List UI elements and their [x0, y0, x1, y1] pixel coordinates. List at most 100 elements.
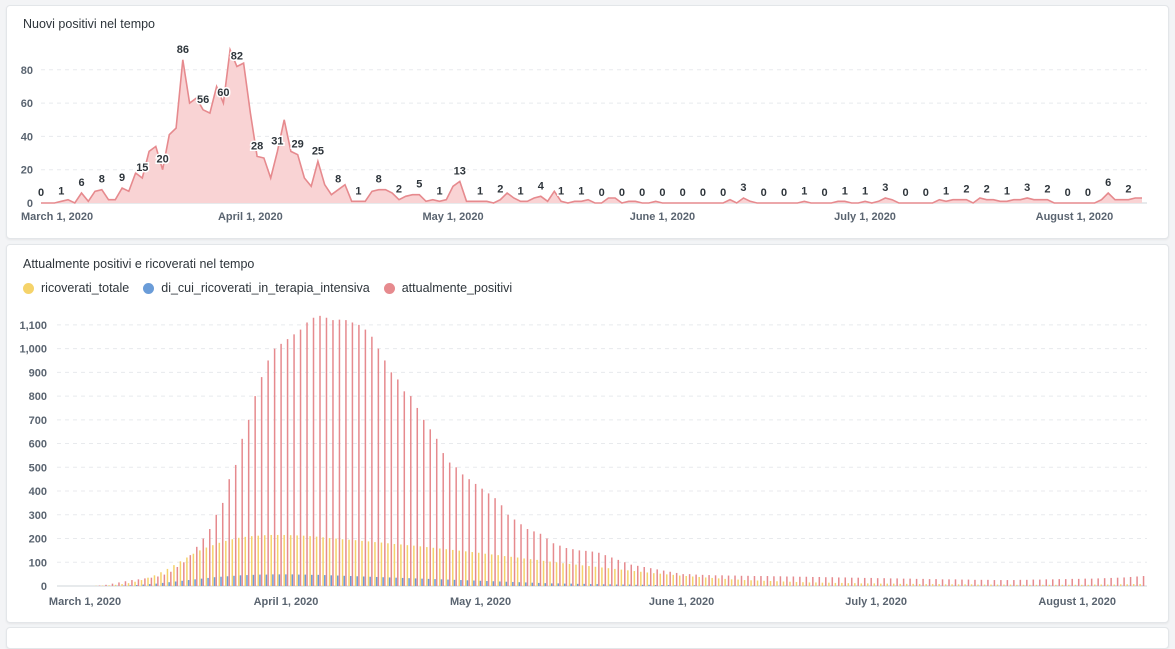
bar-attualmente-positivi: [468, 479, 470, 586]
bar-ricoverati-totale: [977, 585, 979, 586]
bar-ricoverati-totale: [634, 571, 636, 586]
bar-terapia-intensiva: [642, 585, 644, 586]
bar-attualmente-positivi: [585, 551, 587, 586]
bar-ricoverati-totale: [173, 565, 175, 586]
y-tick-label: 80: [21, 65, 33, 77]
bar-ricoverati-totale: [283, 535, 285, 586]
bar-terapia-intensiva: [324, 575, 326, 586]
bar-ricoverati-totale: [251, 536, 253, 586]
bar-ricoverati-totale: [549, 562, 551, 586]
bar-terapia-intensiva: [181, 581, 183, 586]
bar-ricoverati-totale: [245, 537, 247, 586]
bar-attualmente-positivi: [929, 579, 931, 586]
data-label: 15: [136, 162, 148, 174]
bar-ricoverati-totale: [1094, 585, 1096, 586]
bar-attualmente-positivi: [656, 569, 658, 586]
current-positives-chart[interactable]: 01002003004005006007008009001,0001,100Ma…: [7, 245, 1168, 622]
data-label: 13: [454, 165, 466, 177]
bar-attualmente-positivi: [864, 578, 866, 586]
bar-terapia-intensiva: [389, 577, 391, 586]
bar-attualmente-positivi: [300, 330, 302, 586]
bar-ricoverati-totale: [724, 579, 726, 586]
data-label: 1: [355, 185, 361, 197]
bar-attualmente-positivi: [1013, 580, 1015, 586]
bar-attualmente-positivi: [261, 377, 263, 586]
bar-ricoverati-totale: [510, 557, 512, 586]
bar-ricoverati-totale: [783, 581, 785, 586]
bar-attualmente-positivi: [676, 573, 678, 586]
bar-ricoverati-totale: [660, 574, 662, 586]
bar-ricoverati-totale: [621, 570, 623, 586]
bar-attualmente-positivi: [702, 575, 704, 586]
x-tick-label: March 1, 2020: [49, 596, 121, 608]
bar-attualmente-positivi: [274, 349, 276, 586]
bar-attualmente-positivi: [987, 580, 989, 586]
bar-attualmente-positivi: [417, 408, 419, 586]
bar-terapia-intensiva: [629, 585, 631, 586]
bar-ricoverati-totale: [270, 535, 272, 586]
y-tick-label: 20: [21, 165, 33, 177]
bar-attualmente-positivi: [1136, 577, 1138, 587]
bar-attualmente-positivi: [825, 577, 827, 586]
bar-attualmente-positivi: [637, 566, 639, 586]
bar-ricoverati-totale: [335, 539, 337, 586]
bar-terapia-intensiva: [356, 576, 358, 586]
bar-attualmente-positivi: [682, 574, 684, 586]
bar-attualmente-positivi: [1091, 579, 1093, 586]
data-label: 25: [312, 145, 324, 157]
bar-attualmente-positivi: [695, 575, 697, 586]
bar-ricoverati-totale: [277, 535, 279, 586]
bar-attualmente-positivi: [1110, 578, 1112, 586]
bar-attualmente-positivi: [890, 578, 892, 586]
bar-attualmente-positivi: [1097, 578, 1099, 586]
x-tick-label: July 1, 2020: [845, 596, 907, 608]
bar-attualmente-positivi: [125, 581, 127, 586]
bar-ricoverati-totale: [296, 535, 298, 586]
bar-ricoverati-totale: [1126, 584, 1128, 586]
data-label: 28: [251, 140, 263, 152]
bar-ricoverati-totale: [342, 539, 344, 586]
bar-terapia-intensiva: [350, 576, 352, 586]
bar-attualmente-positivi: [540, 534, 542, 586]
x-tick-label: June 1, 2020: [630, 211, 695, 223]
bar-ricoverati-totale: [770, 581, 772, 586]
bar-terapia-intensiva: [603, 584, 605, 586]
bar-ricoverati-totale: [951, 584, 953, 586]
bar-ricoverati-totale: [413, 546, 415, 586]
data-label: 6: [1105, 177, 1111, 189]
bar-attualmente-positivi: [1046, 579, 1048, 586]
bar-terapia-intensiva: [467, 580, 469, 586]
bar-attualmente-positivi: [228, 479, 230, 586]
bar-ricoverati-totale: [854, 583, 856, 586]
bar-attualmente-positivi: [605, 555, 607, 586]
series-area: [41, 50, 1142, 203]
bar-ricoverati-totale: [731, 579, 733, 586]
data-label: 0: [821, 187, 827, 199]
data-label: 0: [720, 187, 726, 199]
bar-ricoverati-totale: [614, 569, 616, 586]
bar-attualmente-positivi: [786, 577, 788, 587]
bar-attualmente-positivi: [689, 574, 691, 586]
bar-attualmente-positivi: [1026, 580, 1028, 586]
bar-attualmente-positivi: [332, 320, 334, 586]
bar-attualmente-positivi: [1000, 580, 1002, 586]
bar-attualmente-positivi: [780, 576, 782, 586]
data-label: 2: [963, 184, 969, 196]
bar-attualmente-positivi: [845, 577, 847, 586]
bar-terapia-intensiva: [512, 582, 514, 586]
bar-attualmente-positivi: [838, 577, 840, 586]
bar-ricoverati-totale: [465, 551, 467, 586]
bar-attualmente-positivi: [559, 546, 561, 586]
bar-attualmente-positivi: [760, 576, 762, 586]
bar-attualmente-positivi: [708, 575, 710, 586]
bar-attualmente-positivi: [942, 579, 944, 586]
bar-ricoverati-totale: [789, 582, 791, 586]
bar-attualmente-positivi: [203, 539, 205, 586]
bar-terapia-intensiva: [376, 577, 378, 586]
data-label: 9: [119, 172, 125, 184]
bar-attualmente-positivi: [177, 567, 179, 586]
bar-attualmente-positivi: [916, 579, 918, 586]
bar-terapia-intensiva: [227, 576, 229, 586]
data-label: 0: [38, 187, 44, 199]
